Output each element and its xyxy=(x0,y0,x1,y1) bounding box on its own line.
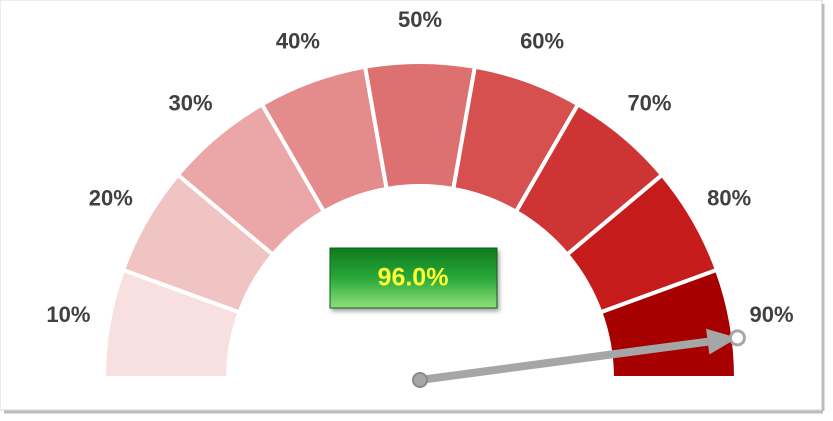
segment-label: 20% xyxy=(89,185,133,210)
segment-label: 80% xyxy=(707,185,751,210)
segment-label: 30% xyxy=(169,90,213,115)
needle-tip xyxy=(728,329,746,347)
segment-label: 40% xyxy=(276,28,320,53)
value-box xyxy=(329,247,498,309)
value-label: 96.0% xyxy=(378,264,449,292)
needle-hub xyxy=(412,372,428,388)
segment-label: 60% xyxy=(520,28,564,53)
segment-label: 50% xyxy=(398,7,442,32)
segment-label: 90% xyxy=(750,302,794,327)
needle-head xyxy=(706,328,738,355)
needle-shaft xyxy=(419,337,709,384)
segment-label: 70% xyxy=(627,90,671,115)
segment-label: 10% xyxy=(46,302,90,327)
